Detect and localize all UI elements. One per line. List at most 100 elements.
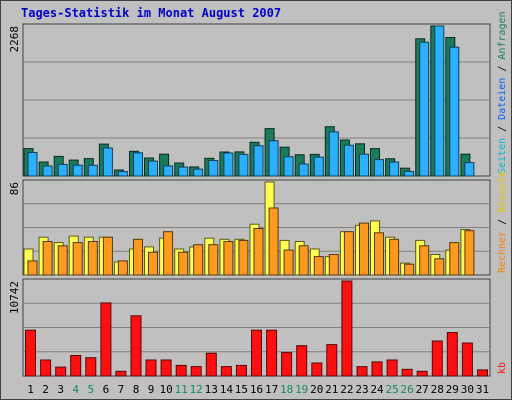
legend-entry: Anfragen <box>497 11 508 59</box>
legend-entry: Rechner <box>497 231 508 273</box>
bar-dateien-day-15 <box>238 153 249 177</box>
bar-kb-day-10 <box>160 359 172 377</box>
bar-rechner-day-23 <box>359 222 369 276</box>
bar-dateien-day-3 <box>57 163 68 177</box>
bar-kb-day-17 <box>266 329 278 377</box>
bar-dateien-day-24 <box>374 159 384 177</box>
bar-kb-day-18 <box>281 352 293 377</box>
bar-rechner-day-5 <box>87 241 98 276</box>
bar-kb-day-31 <box>477 369 488 377</box>
panel-1-ymax-label: 2268 <box>8 26 21 53</box>
bar-kb-day-1 <box>25 329 36 377</box>
bar-dateien-day-21 <box>328 131 339 177</box>
bar-kb-day-24 <box>371 361 383 377</box>
x-tick-day-24: 24 <box>370 383 384 396</box>
bar-kb-day-13 <box>205 352 217 377</box>
bar-kb-day-22 <box>341 280 353 377</box>
bar-rechner-day-11 <box>178 251 189 276</box>
x-tick-day-18: 18 <box>280 383 293 396</box>
bar-dateien-day-27 <box>419 41 430 177</box>
chart-title: Tages-Statistik im Monat August 2007 <box>21 6 282 20</box>
x-tick-day-14: 14 <box>220 383 234 396</box>
bar-kb-day-8 <box>130 315 142 377</box>
bar-kb-day-14 <box>220 366 232 377</box>
x-tick-day-13: 13 <box>205 383 218 396</box>
legend-entry: Seiten <box>497 138 508 174</box>
bar-kb-day-7 <box>115 370 127 377</box>
x-tick-day-28: 28 <box>431 383 444 396</box>
x-tick-day-21: 21 <box>325 383 338 396</box>
bar-rechner-day-10 <box>163 231 174 276</box>
panel-3-legend: kb <box>497 362 508 374</box>
bar-dateien-day-29 <box>449 46 460 177</box>
bar-kb-day-4 <box>70 355 82 377</box>
x-tick-day-31: 31 <box>476 383 489 396</box>
bar-rechner-day-21 <box>328 254 339 276</box>
bar-rechner-day-3 <box>57 245 68 276</box>
legend-entry: / <box>497 60 508 78</box>
bar-kb-day-20 <box>311 362 323 377</box>
bar-kb-day-15 <box>235 364 247 377</box>
x-tick-day-22: 22 <box>340 383 353 396</box>
bar-dateien-day-23 <box>359 153 369 177</box>
bar-kb-day-19 <box>296 345 308 377</box>
x-tick-day-20: 20 <box>310 383 323 396</box>
bar-rechner-day-19 <box>298 245 309 276</box>
bar-kb-day-11 <box>175 364 187 377</box>
bar-rechner-day-24 <box>374 232 384 276</box>
bar-kb-day-29 <box>446 332 458 377</box>
bar-kb-day-6 <box>100 302 112 377</box>
legend-entry: Dateien <box>497 78 508 120</box>
x-tick-day-7: 7 <box>118 383 125 396</box>
bar-rechner-day-18 <box>283 249 294 276</box>
bar-rechner-day-15 <box>238 239 249 276</box>
bar-rechner-day-16 <box>253 228 264 276</box>
x-tick-day-9: 9 <box>148 383 155 396</box>
bar-dateien-day-30 <box>464 162 475 177</box>
legend-entry: kb <box>497 362 508 374</box>
x-tick-day-6: 6 <box>103 383 110 396</box>
bar-dateien-day-28 <box>434 25 445 177</box>
bar-dateien-day-1 <box>27 152 38 177</box>
bar-dateien-day-4 <box>72 164 83 177</box>
bar-dateien-day-8 <box>133 152 143 177</box>
x-tick-day-26: 26 <box>400 383 413 396</box>
bar-rechner-day-25 <box>389 238 400 276</box>
bar-kb-day-9 <box>145 359 157 377</box>
x-tick-day-12: 12 <box>190 383 203 396</box>
bar-dateien-day-20 <box>313 156 324 177</box>
x-tick-day-8: 8 <box>133 383 140 396</box>
panel-2-legend: Rechner / Besuche <box>497 171 508 273</box>
x-tick-day-25: 25 <box>385 383 398 396</box>
x-tick-day-5: 5 <box>87 383 94 396</box>
bar-rechner-day-9 <box>148 251 158 276</box>
bar-kb-day-21 <box>326 344 338 377</box>
bar-rechner-day-26 <box>404 263 415 276</box>
x-tick-day-27: 27 <box>416 383 429 396</box>
bar-kb-day-27 <box>416 370 428 377</box>
x-tick-day-17: 17 <box>265 383 278 396</box>
bar-dateien-day-10 <box>163 165 174 177</box>
bar-rechner-day-22 <box>343 231 354 276</box>
x-tick-day-4: 4 <box>72 383 79 396</box>
panel-3-ymax-label: 10742 <box>8 281 21 314</box>
bar-rechner-day-7 <box>117 260 128 276</box>
bar-dateien-day-12 <box>193 168 204 177</box>
bar-dateien-day-16 <box>253 145 264 177</box>
bar-rechner-day-1 <box>27 260 38 276</box>
bar-rechner-day-4 <box>72 242 83 276</box>
bar-dateien-day-26 <box>404 170 415 177</box>
bar-dateien-day-13 <box>208 160 219 177</box>
bar-kb-day-30 <box>461 342 473 377</box>
bar-kb-day-28 <box>431 340 443 377</box>
bar-dateien-day-14 <box>223 152 234 177</box>
bar-kb-day-12 <box>190 366 202 377</box>
x-tick-day-23: 23 <box>355 383 368 396</box>
bar-kb-day-26 <box>401 368 413 377</box>
bar-dateien-day-7 <box>117 171 128 177</box>
bar-rechner-day-28 <box>434 258 445 276</box>
bar-rechner-day-27 <box>419 245 430 276</box>
bar-rechner-day-29 <box>449 242 460 276</box>
bar-dateien-day-17 <box>268 140 279 177</box>
x-tick-day-29: 29 <box>446 383 459 396</box>
